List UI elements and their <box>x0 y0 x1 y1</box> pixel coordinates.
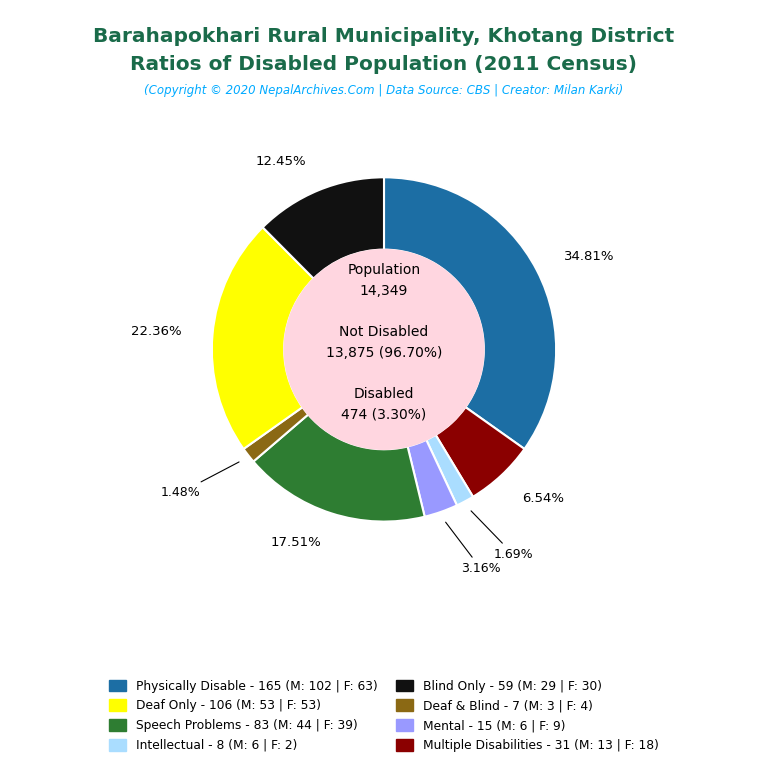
Text: Ratios of Disabled Population (2011 Census): Ratios of Disabled Population (2011 Cens… <box>131 55 637 74</box>
Legend: Physically Disable - 165 (M: 102 | F: 63), Deaf Only - 106 (M: 53 | F: 53), Spee: Physically Disable - 165 (M: 102 | F: 63… <box>103 674 665 758</box>
Wedge shape <box>253 415 425 521</box>
Wedge shape <box>435 407 525 497</box>
Wedge shape <box>212 227 313 449</box>
Text: 1.48%: 1.48% <box>161 462 239 499</box>
Text: 3.16%: 3.16% <box>445 522 501 575</box>
Text: 17.51%: 17.51% <box>271 536 322 549</box>
Wedge shape <box>426 435 473 505</box>
Text: (Copyright © 2020 NepalArchives.Com | Data Source: CBS | Creator: Milan Karki): (Copyright © 2020 NepalArchives.Com | Da… <box>144 84 624 98</box>
Text: Barahapokhari Rural Municipality, Khotang District: Barahapokhari Rural Municipality, Khotan… <box>94 27 674 46</box>
Text: 34.81%: 34.81% <box>564 250 615 263</box>
Wedge shape <box>384 177 556 449</box>
Text: 22.36%: 22.36% <box>131 326 181 339</box>
Text: Population
14,349

Not Disabled
13,875 (96.70%)

Disabled
474 (3.30%): Population 14,349 Not Disabled 13,875 (9… <box>326 263 442 422</box>
Wedge shape <box>243 407 308 462</box>
Wedge shape <box>263 177 384 279</box>
Text: 1.69%: 1.69% <box>471 511 533 561</box>
Wedge shape <box>408 440 457 517</box>
Circle shape <box>284 250 484 449</box>
Text: 12.45%: 12.45% <box>256 155 306 168</box>
Text: 6.54%: 6.54% <box>522 492 564 505</box>
